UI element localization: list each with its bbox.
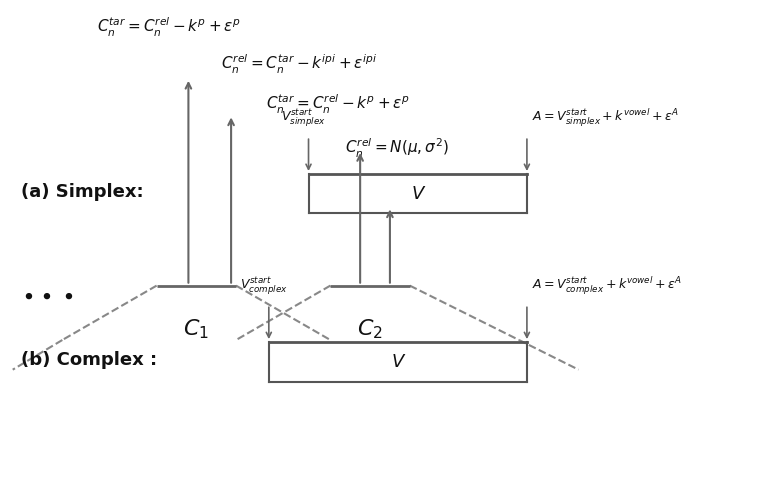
- Text: $C_2$: $C_2$: [357, 317, 383, 341]
- Text: $V^{start}_{simplex}$: $V^{start}_{simplex}$: [282, 108, 326, 129]
- Text: V: V: [392, 353, 404, 371]
- Text: $C_n^{tar} = C_n^{rel} - k^p + \varepsilon^p$: $C_n^{tar} = C_n^{rel} - k^p + \varepsil…: [97, 16, 241, 39]
- Text: $C_n^{tar} = C_n^{rel} - k^p + \varepsilon^p$: $C_n^{tar} = C_n^{rel} - k^p + \varepsil…: [266, 93, 410, 116]
- Text: (b) Complex :: (b) Complex :: [20, 351, 157, 369]
- Text: $\bullet\bullet\bullet$: $\bullet\bullet\bullet$: [20, 286, 74, 306]
- Text: V: V: [411, 185, 424, 202]
- Text: (a) Simplex:: (a) Simplex:: [20, 183, 143, 201]
- Text: $V^{start}_{complex}$: $V^{start}_{complex}$: [240, 277, 288, 298]
- Text: $C_n^{rel} = N(\mu, \sigma^2)$: $C_n^{rel} = N(\mu, \sigma^2)$: [345, 137, 449, 160]
- Text: $A = V^{start}_{simplex} + k^{vowel} + \varepsilon^A$: $A = V^{start}_{simplex} + k^{vowel} + \…: [532, 108, 679, 129]
- Text: $C_n^{rel} = C_n^{tar} - k^{ipi} + \varepsilon^{ipi}$: $C_n^{rel} = C_n^{tar} - k^{ipi} + \vare…: [221, 53, 378, 77]
- Text: $C_1$: $C_1$: [184, 317, 209, 341]
- Text: $A = V^{start}_{complex} + k^{vowel} + \varepsilon^A$: $A = V^{start}_{complex} + k^{vowel} + \…: [532, 276, 682, 298]
